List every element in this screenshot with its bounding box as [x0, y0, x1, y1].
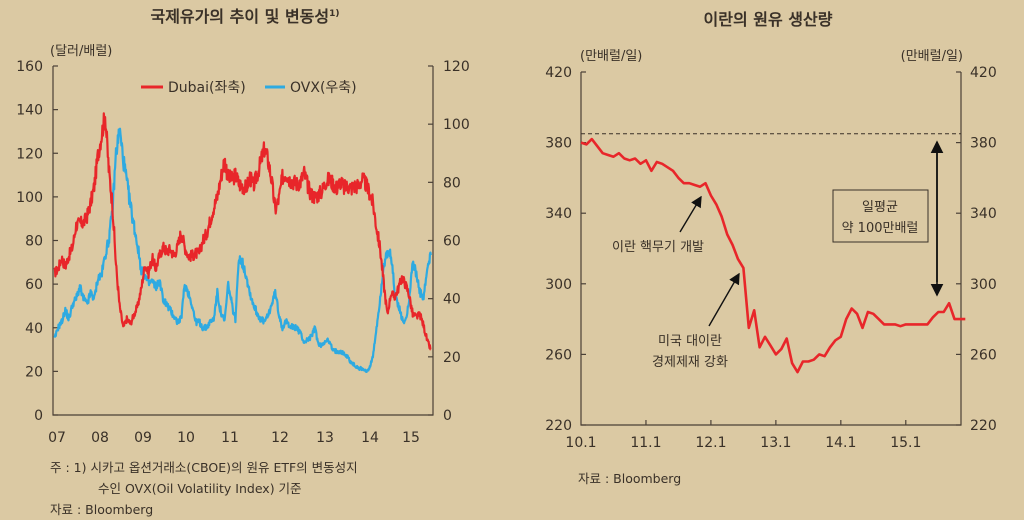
- legend-label-dubai: Dubai(좌축): [168, 80, 246, 96]
- x-tick-label: 14: [361, 430, 379, 446]
- right-chart-title: 이란의 원유 생산량: [704, 10, 833, 29]
- left-y-tick-label: 140: [16, 103, 43, 119]
- left-footnote-line1: 주 : 1) 시카고 옵션거래소(CBOE)의 원유 ETF의 변동성지: [50, 460, 358, 475]
- right-y-tick-label: 40: [443, 292, 461, 308]
- box-text-line2: 약 100만배럴: [842, 221, 919, 236]
- x-tick-label: 07: [48, 430, 66, 446]
- annotation-arrow-1: [679, 195, 702, 233]
- iran-production-line: [580, 137, 966, 374]
- x-tick-label: 10: [177, 430, 195, 446]
- ovx-series-line: [53, 127, 432, 373]
- right-y-tick-label: 340: [970, 206, 997, 222]
- left-y-tick-label: 100: [16, 190, 43, 206]
- left-y-tick-label: 60: [25, 277, 43, 293]
- annotation-arrow-2: [708, 272, 740, 327]
- x-tick-label: 11: [221, 430, 239, 446]
- annotation-sanctions-line2: 경제제재 강화: [652, 355, 728, 370]
- legend-label-ovx: OVX(우축): [290, 80, 357, 96]
- left-y-tick-label: 120: [16, 146, 43, 162]
- right-source: 자료 : Bloomberg: [578, 471, 681, 486]
- left-y-tick-label: 80: [25, 234, 43, 250]
- right-y-tick-label: 420: [970, 65, 997, 81]
- left-source: 자료 : Bloomberg: [50, 502, 153, 517]
- left-y-tick-label: 300: [545, 277, 572, 293]
- x-tick-label: 11.1: [630, 435, 661, 451]
- x-tick-label: 12: [271, 430, 289, 446]
- right-y-tick-label: 260: [970, 347, 997, 363]
- dubai-series-line: [53, 112, 432, 351]
- left-y-tick-label: 20: [25, 364, 43, 380]
- right-chart-axes: [580, 72, 962, 426]
- box-text-line1: 일평균: [862, 200, 898, 215]
- x-tick-label: 15.1: [890, 435, 921, 451]
- x-tick-label: 10.1: [565, 435, 596, 451]
- left-y-tick-label: 260: [545, 347, 572, 363]
- left-y-tick-label: 40: [25, 321, 43, 337]
- oil-price-chart: 국제유가의 추이 및 변동성1) (달러/배럴) 020406080100120…: [16, 7, 469, 517]
- x-tick-label: 12.1: [695, 435, 726, 451]
- x-tick-label: 15: [402, 430, 420, 446]
- right-unit-label-left: (만배럴/일): [580, 49, 642, 64]
- right-y-tick-label: 80: [443, 175, 461, 191]
- annotation-box: [832, 189, 929, 243]
- x-tick-label: 13.1: [760, 435, 791, 451]
- right-y-tick-label: 20: [443, 350, 461, 366]
- right-unit-label-right: (만배럴/일): [901, 49, 963, 64]
- annotation-nuclear: 이란 핵무기 개발: [612, 240, 704, 255]
- legend: Dubai(좌축) OVX(우축): [141, 80, 357, 96]
- left-y-tick-label: 340: [545, 206, 572, 222]
- right-y-tick-label: 380: [970, 136, 997, 152]
- x-tick-label: 13: [316, 430, 334, 446]
- annotation-sanctions-line1: 미국 대이란: [658, 334, 722, 349]
- left-y-tick-label: 0: [34, 408, 43, 424]
- left-footnote-line2: 수인 OVX(Oil Volatility Index) 기준: [98, 481, 302, 496]
- left-y-tick-label: 420: [545, 65, 572, 81]
- x-tick-label: 08: [91, 430, 109, 446]
- left-y-tick-label: 160: [16, 59, 43, 75]
- left-unit-label: (달러/배럴): [50, 44, 112, 59]
- right-y-tick-label: 60: [443, 234, 461, 250]
- right-y-tick-label: 120: [443, 59, 470, 75]
- left-y-tick-label: 220: [545, 418, 572, 434]
- iran-production-chart: 이란의 원유 생산량 (만배럴/일) (만배럴/일) 220 220 260 260 3…: [545, 10, 996, 486]
- right-y-tick-label: 220: [970, 418, 997, 434]
- x-tick-label: 14.1: [825, 435, 856, 451]
- right-y-tick-label: 300: [970, 277, 997, 293]
- left-y-tick-label: 380: [545, 136, 572, 152]
- right-y-tick-label: 0: [443, 408, 452, 424]
- right-y-tick-label: 100: [443, 117, 470, 133]
- left-chart-title: 국제유가의 추이 및 변동성1): [150, 7, 339, 26]
- x-tick-label: 09: [134, 430, 152, 446]
